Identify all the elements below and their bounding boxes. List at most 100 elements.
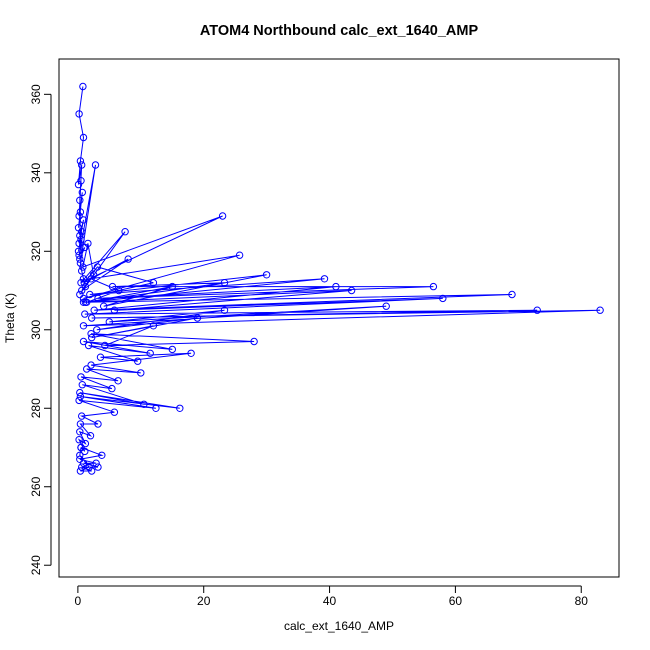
- data-point: [149, 279, 158, 287]
- data-point: [79, 459, 88, 467]
- data-point: [85, 463, 93, 471]
- series-line: [77, 86, 601, 472]
- data-point: [78, 412, 86, 420]
- data-point: [76, 388, 84, 397]
- data-point: [140, 400, 148, 408]
- data-point: [152, 404, 160, 412]
- data-point: [86, 432, 95, 440]
- y-tick-label: 280: [29, 398, 43, 418]
- data-point: [86, 290, 94, 299]
- data-point: [81, 282, 90, 291]
- data-point: [89, 271, 98, 279]
- data-point: [220, 306, 229, 314]
- data-point: [78, 228, 86, 236]
- data-point: [114, 377, 122, 385]
- x-tick-label: 60: [449, 594, 463, 608]
- series-layer: [74, 82, 604, 475]
- data-point: [76, 255, 84, 263]
- data-point: [88, 467, 96, 475]
- data-point: [75, 212, 83, 220]
- chart-title: ATOM4 Northbound calc_ext_1640_AMP: [200, 23, 479, 39]
- data-point: [88, 314, 96, 322]
- data-point: [218, 212, 227, 220]
- data-point: [79, 275, 88, 283]
- data-point: [332, 282, 340, 291]
- data-point: [76, 290, 84, 299]
- data-point: [78, 267, 86, 275]
- x-tick-label: 80: [575, 594, 589, 608]
- data-point: [76, 208, 85, 216]
- data-point: [76, 259, 85, 267]
- data-point: [76, 231, 84, 240]
- data-point: [77, 235, 85, 244]
- data-point: [81, 310, 89, 318]
- data-point: [101, 341, 109, 350]
- data-point: [121, 228, 129, 236]
- data-point: [193, 314, 202, 322]
- data-point: [87, 361, 95, 369]
- data-point: [149, 322, 158, 330]
- data-point: [75, 251, 83, 259]
- data-point: [262, 271, 271, 279]
- axis-layer: 0 20 40 60 80 240 260 280 300 320 340 360: [29, 84, 588, 608]
- data-point: [98, 451, 106, 459]
- data-point: [94, 463, 102, 471]
- x-tick-label: 40: [323, 594, 337, 608]
- data-point: [94, 420, 102, 428]
- data-point: [78, 463, 86, 471]
- data-point: [429, 282, 438, 291]
- data-point: [87, 275, 95, 283]
- data-point: [79, 322, 88, 330]
- data-point: [168, 345, 177, 354]
- x-tick-label: 20: [197, 594, 211, 608]
- data-point: [76, 451, 84, 459]
- data-point: [75, 110, 83, 118]
- data-point: [235, 251, 244, 259]
- data-point: [75, 239, 83, 248]
- data-point: [110, 408, 119, 416]
- data-point: [168, 282, 177, 291]
- data-point: [81, 298, 90, 306]
- y-tick-label: 340: [29, 162, 43, 182]
- data-point: [146, 349, 154, 357]
- data-point: [74, 247, 83, 256]
- data-point: [91, 161, 100, 169]
- plot-area: [58, 58, 620, 578]
- data-point: [93, 326, 101, 334]
- data-point: [76, 467, 85, 475]
- data-point: [439, 294, 447, 303]
- data-point: [76, 420, 85, 428]
- data-point: [83, 365, 91, 373]
- data-point: [77, 373, 85, 381]
- data-point: [94, 294, 102, 303]
- data-point: [87, 330, 95, 338]
- data-point: [320, 275, 329, 283]
- data-point: [84, 341, 93, 350]
- data-point: [74, 180, 83, 189]
- data-point: [96, 353, 105, 361]
- data-point: [508, 290, 516, 299]
- data-point: [137, 369, 145, 377]
- data-point: [76, 196, 84, 205]
- data-point: [81, 447, 89, 456]
- y-tick-label: 300: [29, 319, 43, 339]
- data-point: [88, 333, 96, 342]
- data-point: [347, 286, 356, 295]
- data-point: [79, 263, 87, 271]
- data-point: [93, 263, 102, 271]
- data-point: [76, 428, 84, 436]
- data-point: [78, 286, 86, 295]
- data-point: [108, 384, 116, 393]
- data-point: [75, 396, 83, 405]
- data-point: [92, 459, 100, 467]
- data-point: [79, 216, 88, 224]
- data-point: [115, 286, 123, 295]
- data-point: [250, 337, 258, 346]
- data-point: [78, 161, 86, 169]
- x-axis-label: calc_ext_1640_AMP: [284, 619, 394, 633]
- data-point: [382, 302, 390, 310]
- y-tick-label: 240: [29, 555, 43, 575]
- data-point: [76, 392, 85, 401]
- data-point: [134, 357, 142, 365]
